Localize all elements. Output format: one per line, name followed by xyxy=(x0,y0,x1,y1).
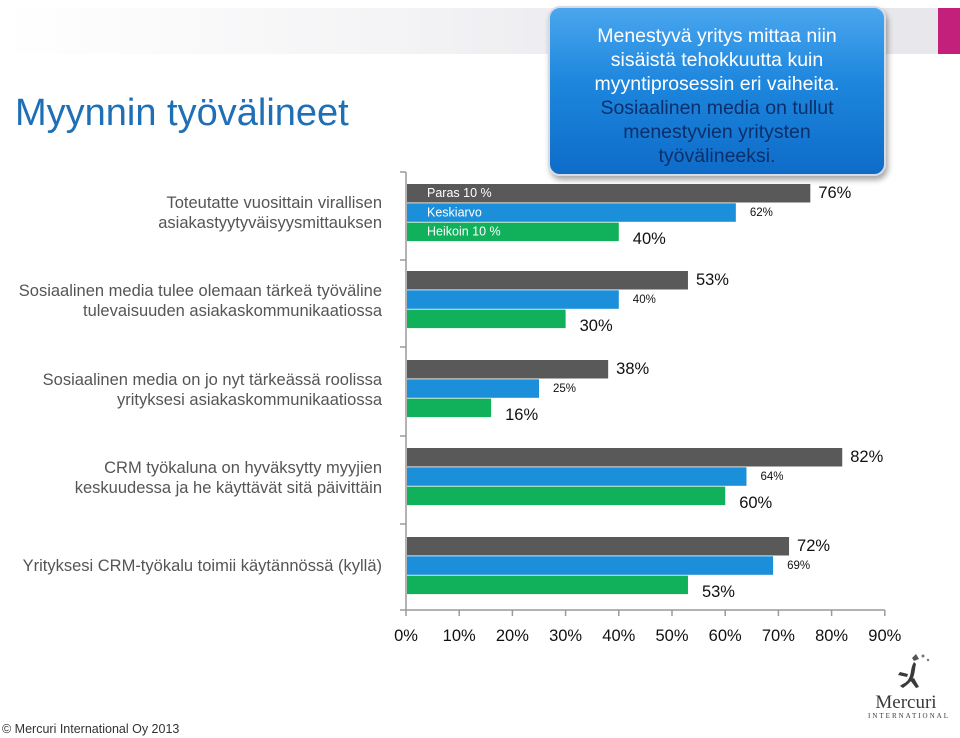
x-tick-label: 70% xyxy=(762,627,795,645)
x-tick-label: 30% xyxy=(549,627,582,645)
x-tick-label: 40% xyxy=(602,627,635,645)
bar-keskiarvo xyxy=(407,290,619,309)
data-label: 40% xyxy=(633,230,666,248)
bar-paras xyxy=(407,360,609,379)
data-label: 30% xyxy=(580,317,613,335)
bar-heikoin xyxy=(407,222,619,242)
mercuri-figure-icon xyxy=(898,654,930,688)
category-label: CRM työkaluna on hyväksytty myyjien kesku… xyxy=(75,458,382,498)
callout-line: sisäistä tehokkuutta kuin xyxy=(610,49,824,71)
legend-label: Paras 10 % xyxy=(427,186,492,200)
category-label-line: Sosiaalinen media on jo nyt tärkeässä ro… xyxy=(42,371,382,389)
data-label: 82% xyxy=(850,448,883,466)
category-label: Sosiaalinen media tulee olemaan tärkeä t… xyxy=(19,281,382,321)
bar-keskiarvo xyxy=(407,556,774,575)
category-label-line: Yrityksesi CRM-työkalu toimii käytännöss… xyxy=(22,557,382,575)
x-tick-label: 50% xyxy=(655,627,688,645)
callout-line: Sosiaalinen media on tullut xyxy=(600,97,834,119)
category-label-line: CRM työkaluna on hyväksytty myyjien xyxy=(104,459,382,477)
bar-keskiarvo xyxy=(407,203,736,222)
callout-line: Menestyvä yritys mittaa niin xyxy=(597,25,837,47)
x-tick-label: 20% xyxy=(496,627,529,645)
data-label: 76% xyxy=(818,184,851,202)
data-label: 53% xyxy=(696,271,729,289)
data-label: 64% xyxy=(760,471,783,483)
bar-heikoin xyxy=(407,575,688,595)
data-label: 38% xyxy=(616,360,649,378)
data-label: 25% xyxy=(553,383,576,395)
bar-heikoin xyxy=(407,309,566,329)
category-label: Yrityksesi CRM-työkalu toimii käytännöss… xyxy=(23,556,382,576)
logo-subtitle: INTERNATIONAL xyxy=(868,712,950,720)
x-tick-label: 60% xyxy=(709,627,742,645)
bar-paras xyxy=(407,184,811,203)
data-label: 69% xyxy=(787,560,810,572)
mercuri-logo: Mercuri INTERNATIONAL xyxy=(868,652,950,722)
legend-label: Heikoin 10 % xyxy=(427,225,501,239)
data-label: 72% xyxy=(797,537,830,555)
header-accent xyxy=(938,8,960,54)
data-label: 60% xyxy=(739,494,772,512)
x-tick-label: 90% xyxy=(868,627,901,645)
x-tick-label: 80% xyxy=(815,627,848,645)
category-label-line: tulevaisuuden asiakaskommunikaatiossa xyxy=(83,302,382,320)
category-label-line: keskuudessa ja he käyttävät sitä päivitt… xyxy=(74,479,382,497)
callout-text: Menestyvä yritys mittaa niin sisäistä te… xyxy=(550,24,884,168)
bar-paras xyxy=(407,271,688,290)
category-label: Sosiaalinen media on jo nyt tärkeässä ro… xyxy=(43,370,382,410)
callout-line: menestyvien yritysten xyxy=(623,121,811,143)
callout-line: myyntiprosessin eri vaiheita. xyxy=(594,73,840,95)
bar-keskiarvo xyxy=(407,379,539,398)
category-label: Toteutatte vuosittain virallisen asiakast… xyxy=(158,193,382,233)
legend-label: Keskiarvo xyxy=(427,205,482,219)
x-tick-label: 10% xyxy=(443,627,476,645)
copyright-footer: © Mercuri International Oy 2013 xyxy=(2,722,180,736)
data-label: 62% xyxy=(750,207,773,219)
category-label-line: Toteutatte vuosittain virallisen xyxy=(166,194,382,212)
category-label-line: yrityksesi asiakaskommunikaatiossa xyxy=(116,391,382,409)
bar-keskiarvo xyxy=(407,467,747,486)
x-tick-label: 0% xyxy=(394,627,418,645)
data-label: 16% xyxy=(505,406,538,424)
page-title: Myynnin työvälineet xyxy=(15,92,349,134)
bar-heikoin xyxy=(407,486,726,506)
data-label: 53% xyxy=(702,583,735,601)
callout-line: työvälineeksi. xyxy=(658,145,776,167)
data-label: 40% xyxy=(633,294,656,306)
callout-box: Menestyvä yritys mittaa niin sisäistä te… xyxy=(548,6,886,176)
logo-name: Mercuri xyxy=(875,692,937,713)
category-label-line: asiakastyytyväisyysmittauksen xyxy=(158,214,382,232)
bar-paras xyxy=(407,448,843,467)
bar-heikoin xyxy=(407,398,492,418)
category-label-line: Sosiaalinen media tulee olemaan tärkeä t… xyxy=(18,282,382,300)
bar-paras xyxy=(407,537,790,556)
